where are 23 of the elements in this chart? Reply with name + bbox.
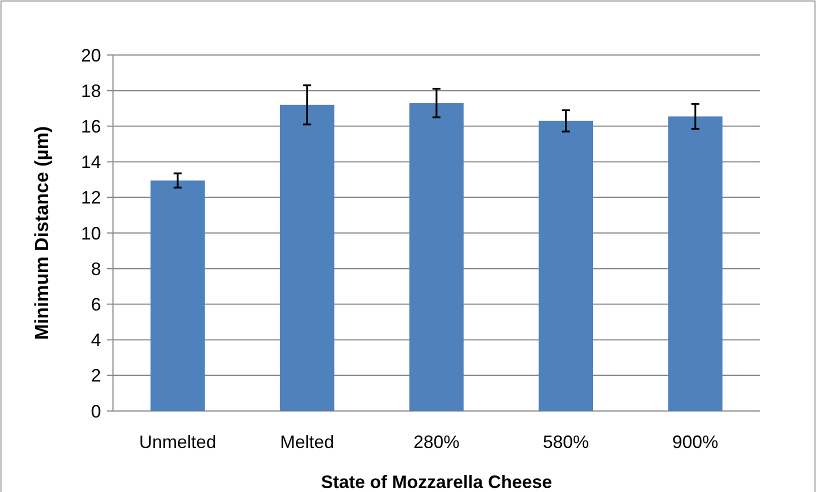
x-tick-label: 900% <box>672 432 718 452</box>
y-tick-label: 20 <box>80 45 101 66</box>
y-tick-label: 12 <box>80 188 101 208</box>
y-tick-label: 6 <box>90 294 101 314</box>
y-tick-label: 8 <box>90 258 101 279</box>
x-tick-label: Melted <box>280 432 334 452</box>
x-tick-label: Unmelted <box>139 432 216 452</box>
y-tick-label: 16 <box>80 116 101 136</box>
y-tick-label: 18 <box>80 80 101 101</box>
y-tick-label: 14 <box>80 152 101 172</box>
x-axis-title: State of Mozzarella Cheese <box>320 472 552 492</box>
x-tick-label: 580% <box>542 432 589 452</box>
y-tick-label: 2 <box>90 366 101 386</box>
bar <box>280 104 334 411</box>
y-axis-title: Minimum Distance (µm) <box>32 126 53 340</box>
y-tick-label: 10 <box>80 223 101 244</box>
bar <box>668 116 722 411</box>
bar <box>150 180 205 411</box>
bar <box>538 120 594 411</box>
bar <box>409 103 464 411</box>
x-tick-label: 280% <box>413 432 460 452</box>
y-tick-label: 0 <box>90 401 101 422</box>
y-tick-label: 4 <box>90 330 101 350</box>
